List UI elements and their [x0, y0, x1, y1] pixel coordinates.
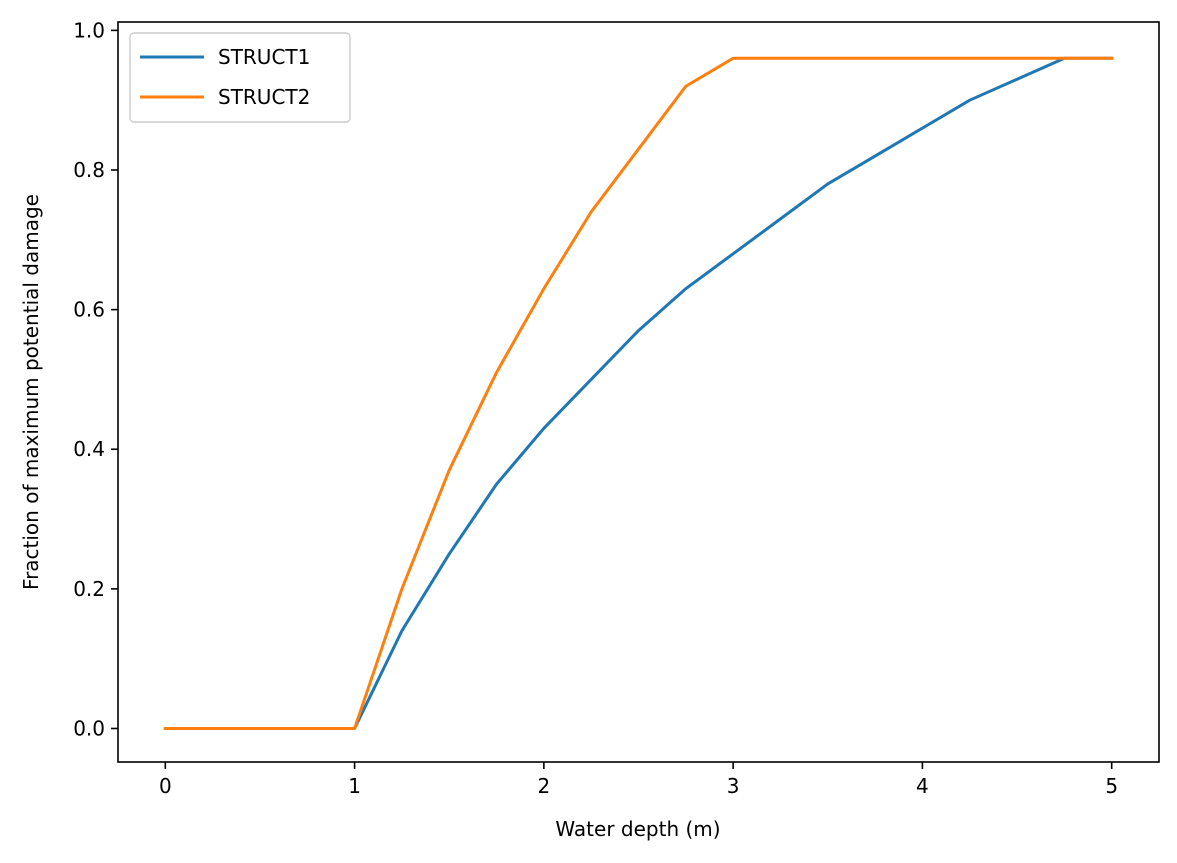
plot-frame — [117, 21, 1160, 763]
y-axis-ticks: 0.0 0.2 0.4 0.6 0.8 1.0 — [73, 18, 118, 740]
x-tick-label: 4 — [916, 774, 929, 798]
series-lines — [163, 56, 1114, 730]
x-tick-label: 1 — [348, 774, 361, 798]
x-tick-label: 0 — [159, 774, 172, 798]
y-tick-label: 1.0 — [73, 18, 105, 42]
legend-label-struct2: STRUCT2 — [218, 85, 310, 109]
x-axis-label: Water depth (m) — [555, 817, 720, 841]
y-tick-label: 0.4 — [73, 437, 105, 461]
legend-label-struct1: STRUCT1 — [218, 45, 310, 69]
x-axis-ticks: 0 1 2 3 4 5 — [159, 762, 1118, 798]
legend-box — [129, 32, 351, 123]
series-line-struct2 — [163, 56, 1114, 730]
y-tick-label: 0.6 — [73, 298, 105, 322]
y-tick-label: 0.2 — [73, 577, 105, 601]
y-tick-label: 0.0 — [73, 716, 105, 740]
plot-area — [118, 22, 1159, 762]
x-tick-label: 2 — [537, 774, 550, 798]
x-tick-label: 3 — [727, 774, 740, 798]
legend: STRUCT1 STRUCT2 — [129, 32, 351, 123]
y-tick-label: 0.8 — [73, 158, 105, 182]
y-axis-label: Fraction of maximum potential damage — [19, 194, 43, 590]
x-tick-label: 5 — [1105, 774, 1118, 798]
